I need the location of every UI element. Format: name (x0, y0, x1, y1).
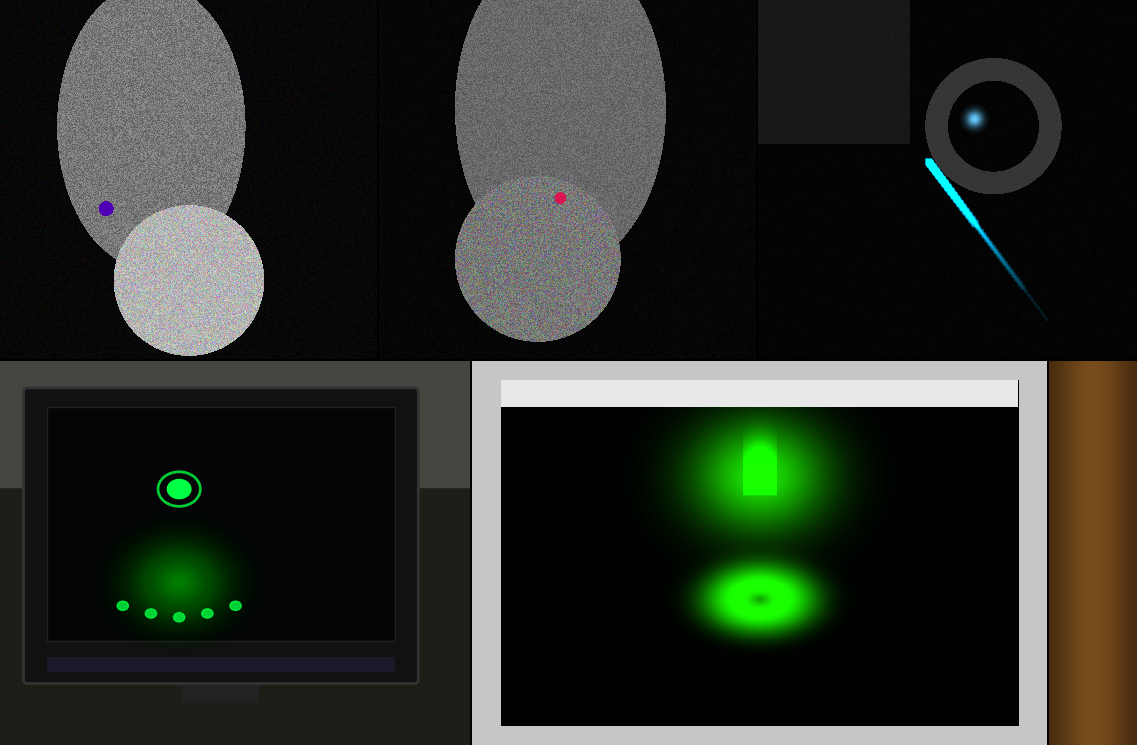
Bar (182, 679, 259, 703)
Circle shape (201, 609, 213, 618)
Circle shape (174, 612, 185, 622)
FancyBboxPatch shape (24, 388, 418, 684)
Circle shape (146, 609, 157, 618)
Bar (47, 656, 395, 672)
Circle shape (117, 601, 128, 610)
Circle shape (230, 601, 241, 610)
Bar (47, 407, 395, 641)
Circle shape (167, 480, 191, 498)
Bar (500, 380, 1019, 407)
